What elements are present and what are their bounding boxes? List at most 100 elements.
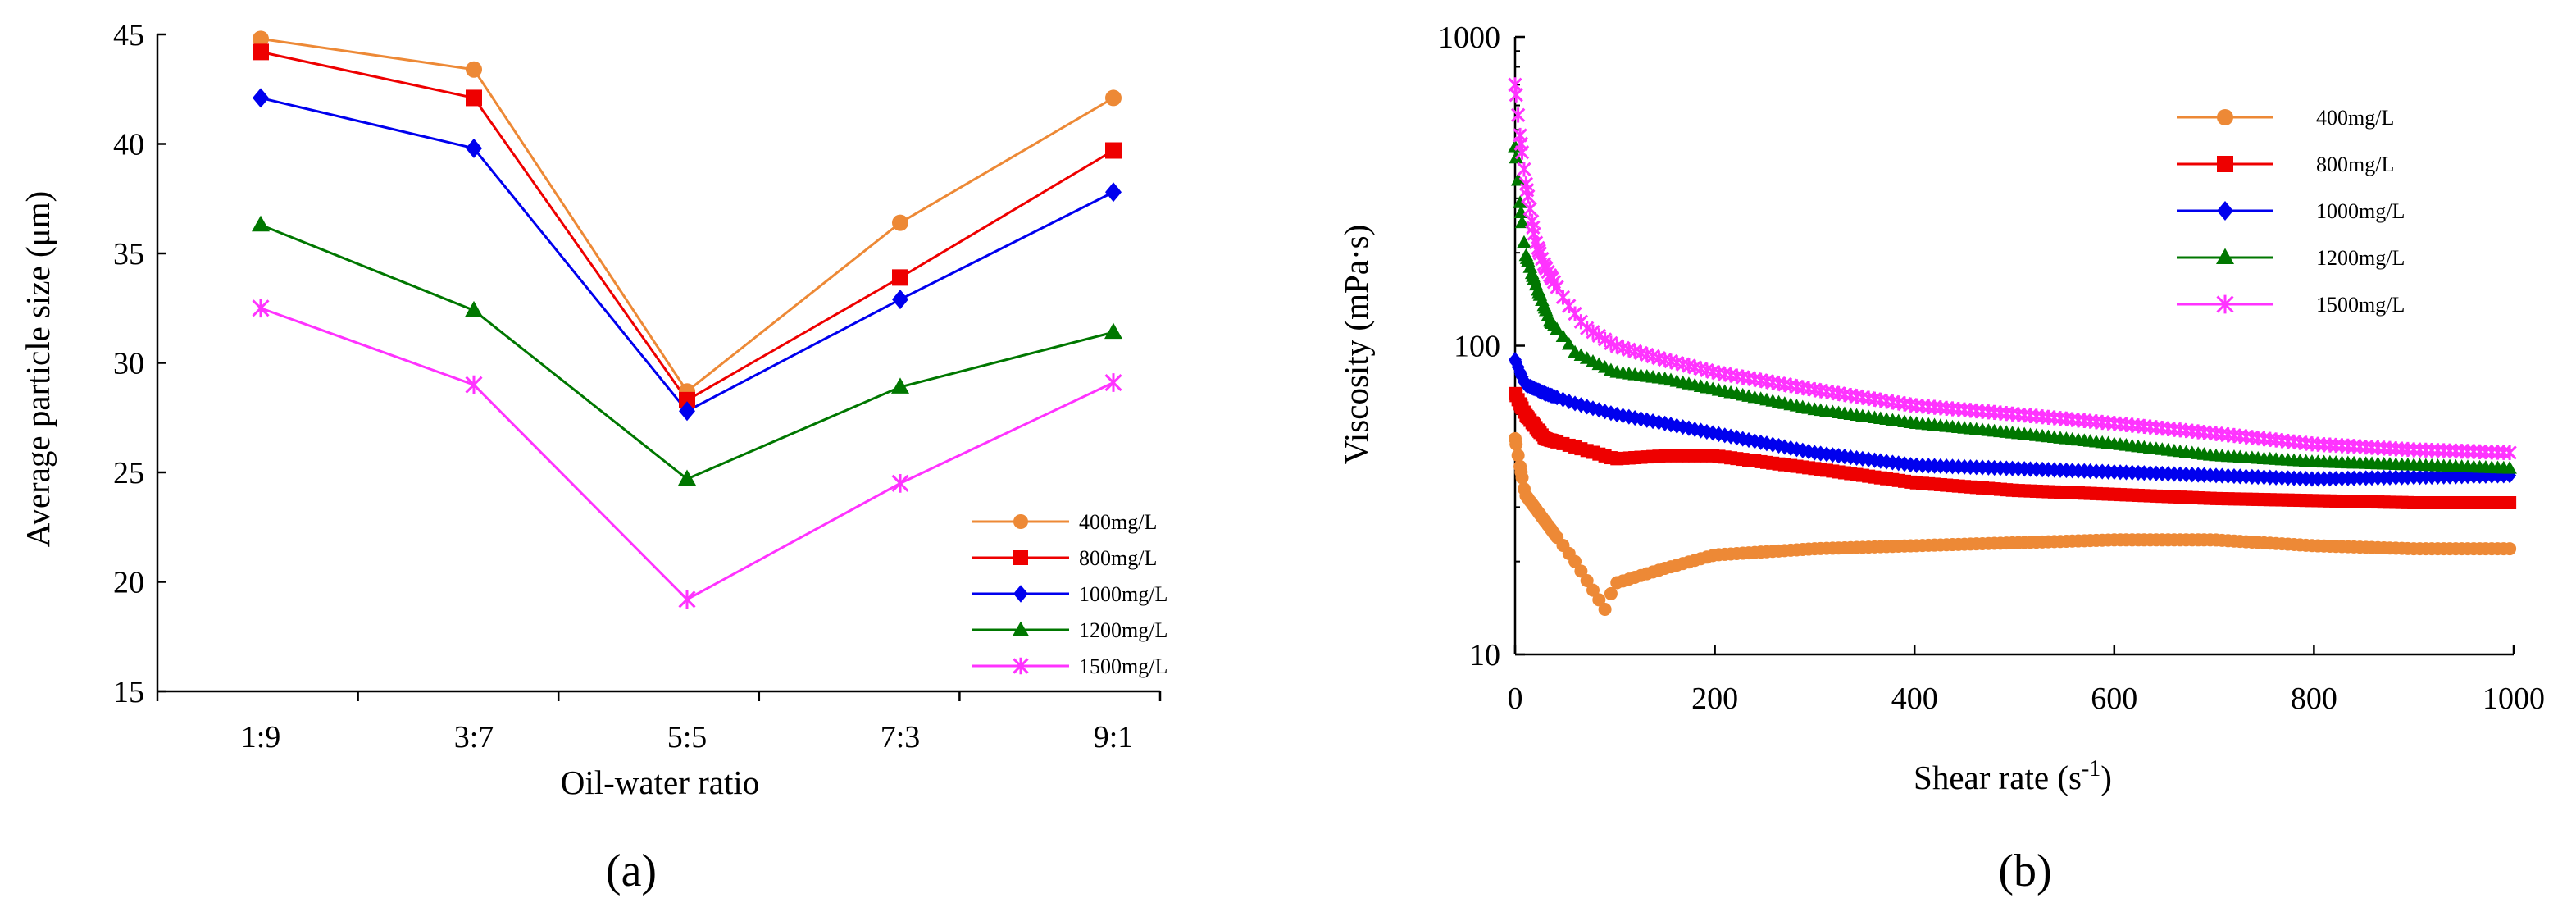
chart-a-legend-label: 1000mg/L	[1079, 582, 1167, 606]
chart-b-xlabel: Shear rate (s-1)	[1914, 756, 2112, 796]
chart-b-y-tick-label: 100	[1454, 330, 1500, 364]
chart-a-series-line-0	[260, 37, 1114, 394]
chart-b-point	[1682, 420, 1695, 436]
chart-a-point	[679, 391, 695, 408]
chart-b-point	[1517, 162, 1531, 177]
chart-a-x-tick-label: 3:7	[454, 720, 494, 755]
chart-a-point	[466, 138, 482, 158]
chart-b-point	[1820, 446, 1834, 463]
chart-a-y-tick-label: 45	[113, 18, 144, 52]
chart-a-y-tick-label: 20	[113, 566, 144, 600]
chart-a-legend-marker	[1013, 550, 1028, 565]
chart-a-lines	[260, 37, 1114, 601]
chart-b-point	[1664, 417, 1678, 433]
chart-a-legend-label: 1200mg/L	[1079, 618, 1167, 642]
chart-b-point	[1510, 172, 1526, 186]
chart-a-legend-marker	[1013, 621, 1029, 636]
chart-b-point	[1547, 527, 1561, 540]
chart-b-point	[1658, 415, 1672, 431]
chart-b-point	[1555, 329, 1571, 343]
chart-b-point	[1515, 471, 1529, 485]
panel-label-a: (a)	[606, 846, 657, 896]
chart-b-x-tick-label: 1000	[2483, 682, 2545, 716]
chart-b-point	[1514, 215, 1530, 229]
chart-b-point	[1604, 405, 1618, 422]
panel-label-b: (b)	[1998, 846, 2051, 896]
chart-b-point	[1580, 573, 1594, 587]
chart-a-point	[1105, 89, 1122, 107]
chart-a-legend-marker	[1013, 514, 1028, 529]
chart-a-point	[678, 590, 696, 609]
chart-b-point	[1844, 449, 1858, 466]
chart-a-point	[679, 401, 695, 422]
chart-a-point	[465, 375, 483, 394]
chart-b-point	[1802, 444, 1816, 460]
chart-b-point	[1766, 436, 1780, 453]
chart-b-point	[1568, 395, 1582, 412]
chart-a-point	[1105, 182, 1122, 203]
chart-b-legend-label: 400mg/L	[2316, 106, 2394, 130]
chart-b-point	[1561, 336, 1577, 350]
chart-b-point	[1736, 431, 1750, 447]
chart-b-point	[1712, 426, 1726, 442]
chart-b-point	[1518, 176, 1534, 192]
chart-b-point	[1562, 393, 1576, 410]
chart-b-point	[1546, 318, 1562, 331]
chart-a-x-tick-label: 7:3	[881, 720, 921, 755]
chart-b-series-3	[1508, 139, 2517, 474]
chart-b-legend-marker	[2216, 294, 2234, 314]
chart-b-series-4	[1508, 77, 2517, 461]
chart-a-point	[466, 61, 482, 78]
chart-b-point	[2502, 460, 2517, 474]
chart-b-point	[1513, 127, 1527, 144]
chart-b: 10 100 1000 0 200 400 600 800 1000 400mg/L 800mg/…	[1337, 21, 2545, 896]
chart-a-xlabel: Oil-water ratio	[561, 764, 759, 801]
chart-a-legend: 400mg/L 800mg/L 1000mg/L 1200mg/L 1500mg/L	[972, 510, 1167, 678]
chart-a-point	[892, 269, 908, 286]
chart-b-point	[1546, 274, 1562, 290]
chart-a-point	[252, 215, 270, 232]
chart-b-point	[1598, 404, 1612, 420]
chart-b-point	[1547, 434, 1561, 448]
chart-a-point	[252, 299, 270, 318]
chart-b-point	[1891, 455, 1905, 472]
chart-b-point	[1547, 388, 1561, 405]
chart-a-point	[891, 377, 909, 394]
chart-a-marks	[252, 30, 1122, 609]
chart-b-legend-label: 1000mg/L	[2316, 199, 2405, 223]
chart-b-point	[1622, 408, 1636, 425]
chart-b-series-2	[1509, 352, 2517, 487]
chart-a: 15 20 25 30 35 40 45 1:9 3:7 5:5 7:3 9:1 400mg/L 800…	[19, 18, 1167, 896]
chart-b-legend-label: 1200mg/L	[2316, 246, 2405, 270]
chart-b-point	[1688, 421, 1702, 438]
chart-a-y-tick-label: 40	[113, 128, 144, 162]
chart-b-point	[1772, 437, 1786, 454]
chart-b-point	[2503, 542, 2517, 556]
chart-b-legend-marker	[2216, 248, 2234, 264]
chart-b-point	[1522, 201, 1537, 217]
chart-a-y-tick-label: 35	[113, 237, 144, 271]
chart-b-legend-marker	[2217, 201, 2233, 221]
chart-b-point	[1562, 298, 1577, 314]
chart-b-point	[1742, 431, 1756, 449]
chart-b-point	[1837, 449, 1851, 465]
chart-b-point	[1511, 449, 1525, 463]
chart-a-y-tick-label: 30	[113, 347, 144, 381]
chart-a-point	[465, 300, 483, 317]
chart-b-point	[1525, 213, 1540, 229]
chart-b-x-tick-label: 400	[1891, 682, 1938, 716]
chart-a-x-tick-label: 9:1	[1094, 720, 1134, 755]
chart-b-point	[1555, 290, 1571, 305]
chart-b-axes: 10 100 1000 0 200 400 600 800 1000	[1438, 21, 2545, 716]
chart-b-point	[1574, 564, 1588, 578]
chart-b-legend: 400mg/L 800mg/L 1000mg/L 1200mg/L 1500mg/L	[2177, 106, 2405, 317]
chart-a-series-line-3	[260, 223, 1114, 481]
chart-b-point	[1814, 445, 1827, 462]
chart-b-point	[1586, 583, 1600, 597]
chart-a-point	[253, 88, 269, 108]
chart-b-legend-marker	[2217, 156, 2233, 172]
chart-b-point	[1634, 411, 1648, 427]
chart-a-point	[678, 469, 696, 486]
chart-b-x-tick-label: 600	[2091, 682, 2137, 716]
